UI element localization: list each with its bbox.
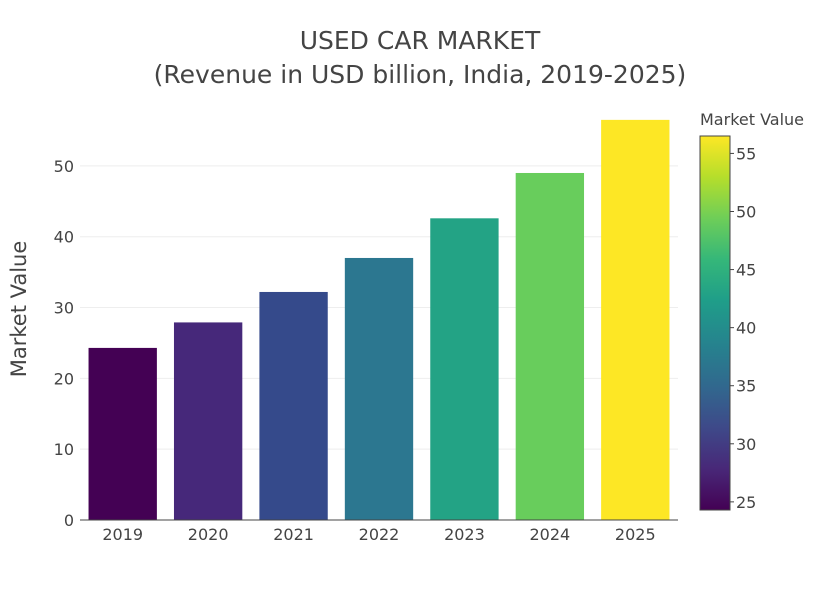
bar [601,119,670,521]
y-tick-label: 50 [54,157,74,176]
colorbar-tick-label: 55 [736,144,756,163]
chart-subtitle: (Revenue in USD billion, India, 2019-202… [154,60,687,89]
axes: 0 10 20 30 40 50 2019 2020 2021 2022 2023 2024 2025 [54,157,678,544]
colorbar-tick-label: 35 [736,377,756,396]
x-tick-label: 2021 [273,525,314,544]
x-tick-label: 2022 [359,525,400,544]
y-tick-label: 30 [54,299,74,318]
bar [173,322,243,520]
y-tick-label: 10 [54,440,74,459]
colorbar-tick-label: 50 [736,202,756,221]
chart-title: USED CAR MARKET [300,26,541,55]
y-tick-label: 0 [64,511,74,530]
bar [88,347,157,520]
x-tick-label: 2020 [188,525,229,544]
bar [259,291,328,520]
colorbar-tick-label: 45 [736,261,756,280]
colorbar-title: Market Value [700,110,804,129]
colorbar-gradient [699,135,731,511]
x-tick-label: 2024 [529,525,570,544]
bar [344,257,414,520]
colorbar-tick-label: 25 [736,493,756,512]
y-tick-label: 40 [54,228,74,247]
bars [88,119,670,521]
x-tick-label: 2023 [444,525,485,544]
y-tick-label: 20 [54,369,74,388]
colorbar: 25 30 35 40 45 50 55 [699,135,756,512]
x-tick-label: 2019 [102,525,143,544]
y-axis-title: Market Value [7,241,31,378]
bar [430,218,499,520]
bar [515,172,585,521]
colorbar-tick-label: 40 [736,319,756,338]
colorbar-tick-label: 30 [736,435,756,454]
x-tick-label: 2025 [615,525,656,544]
